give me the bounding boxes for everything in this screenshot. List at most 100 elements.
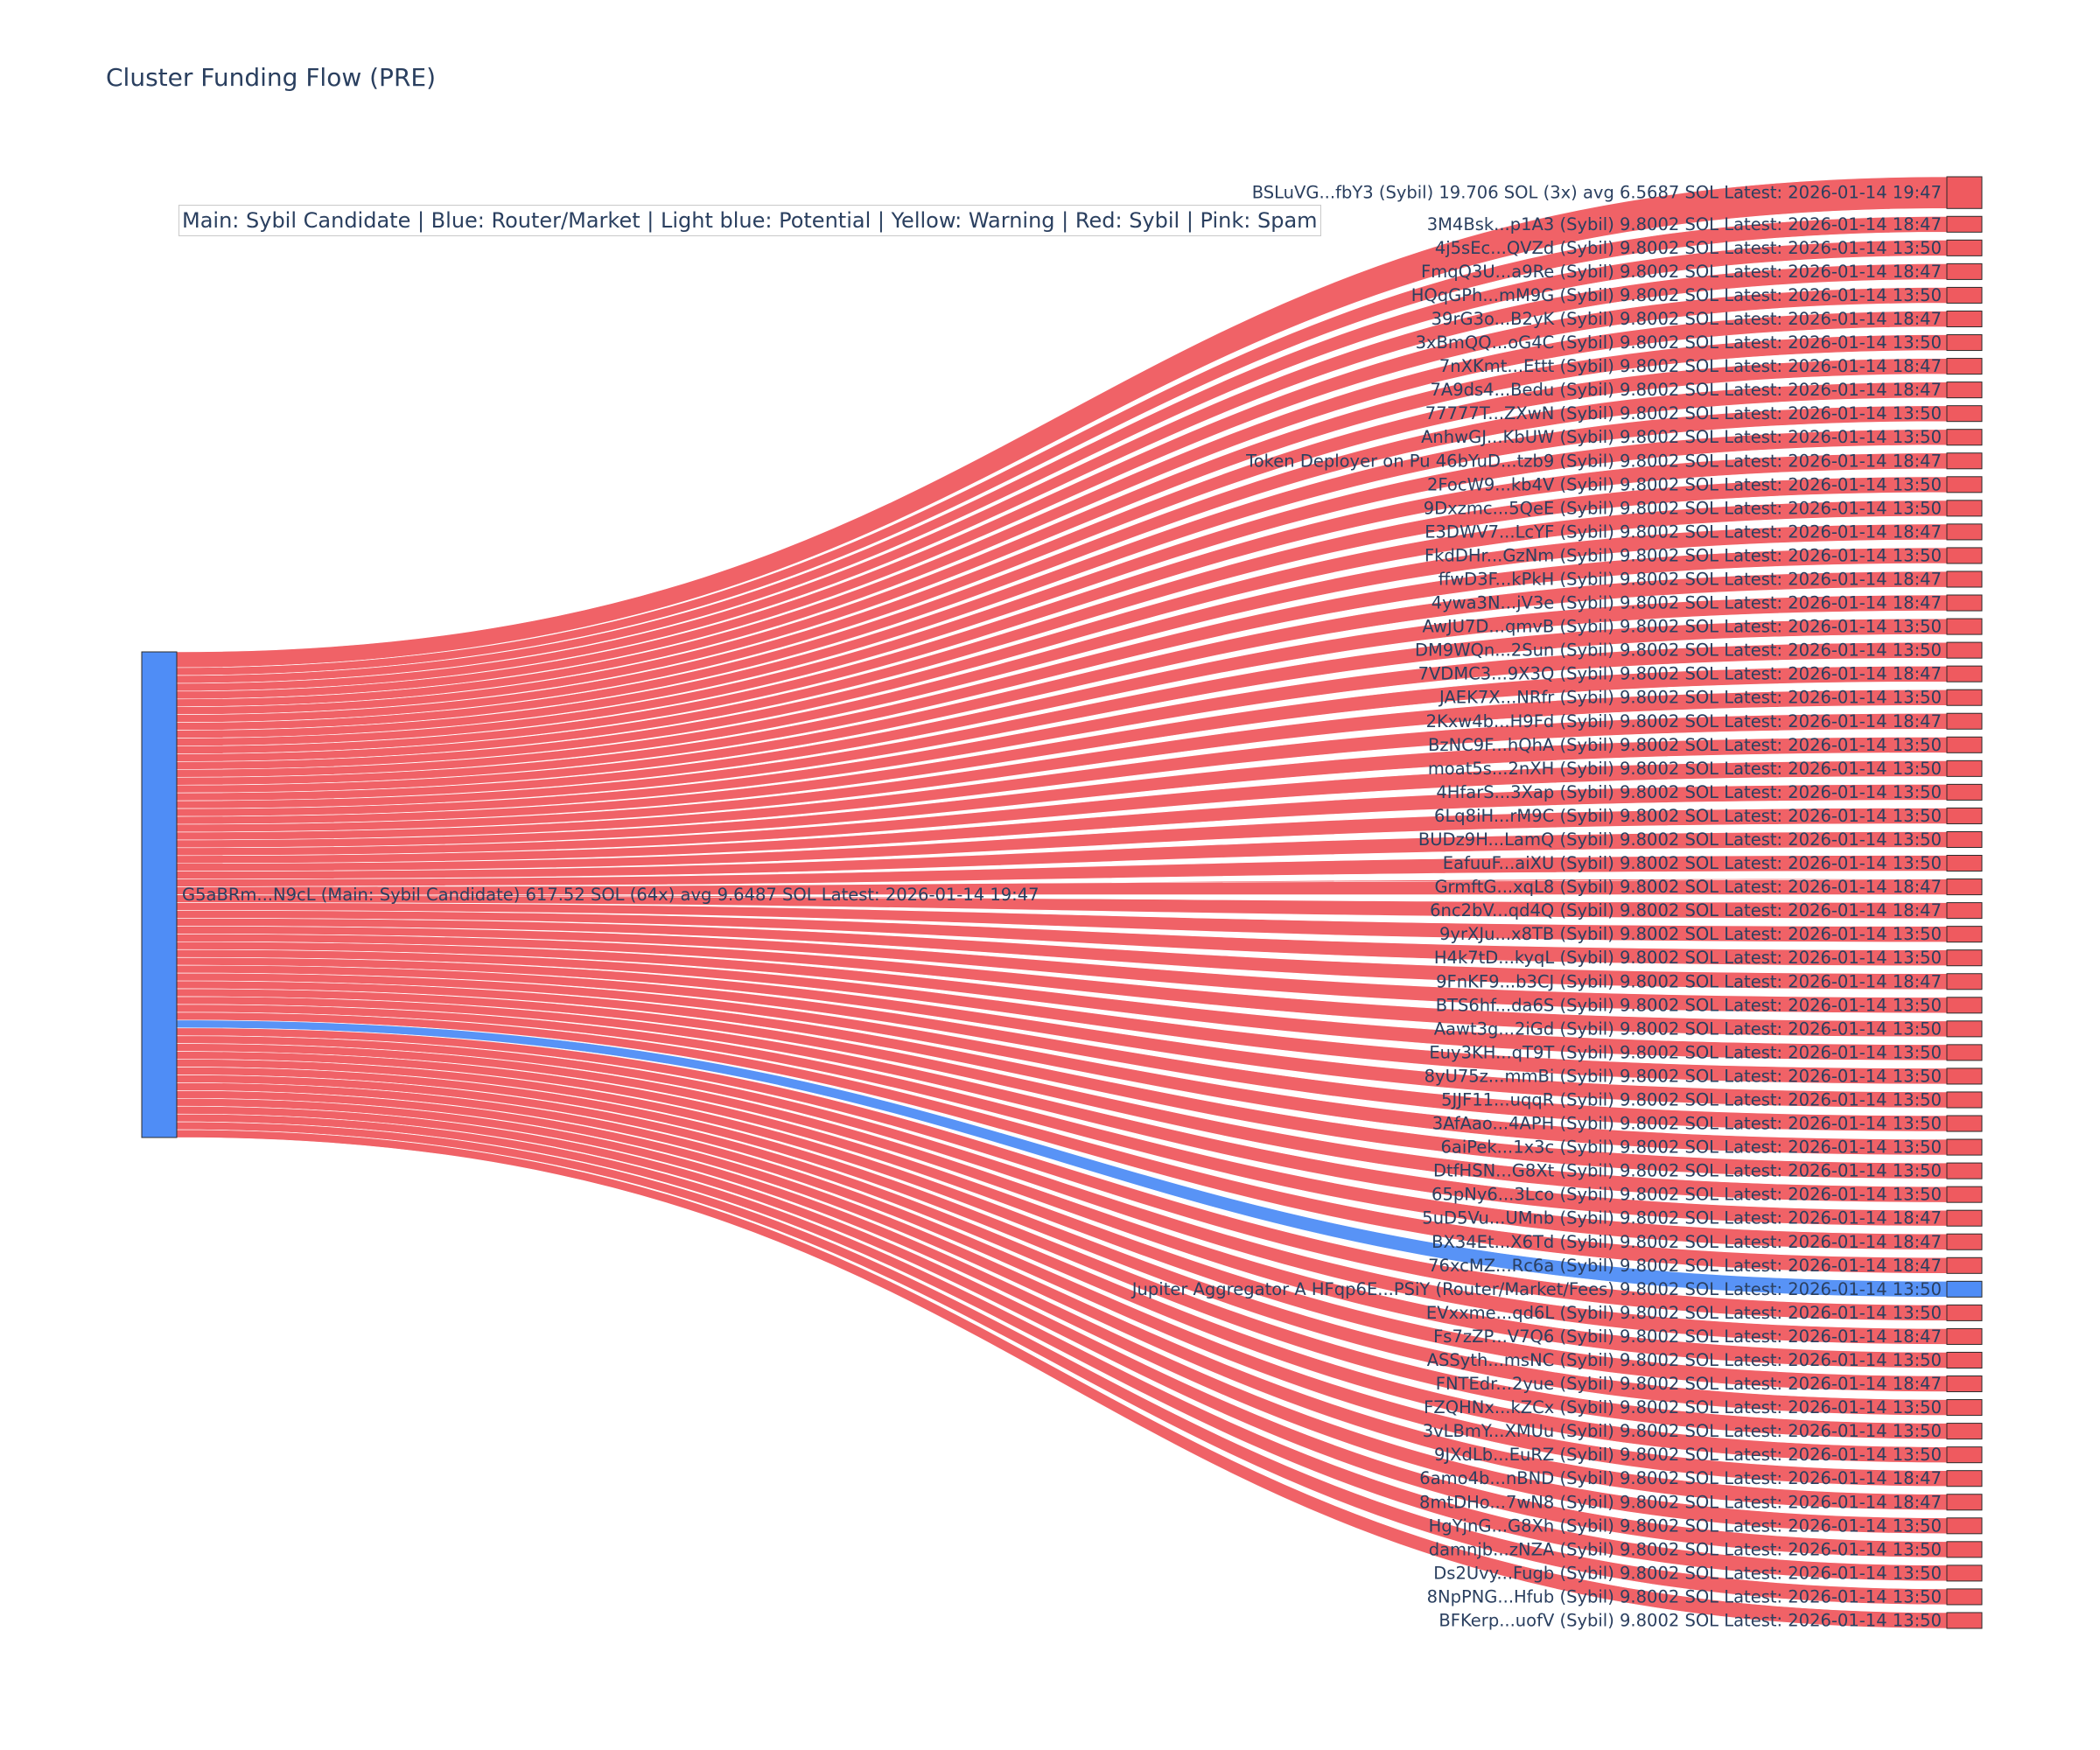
chart-title: Cluster Funding Flow (PRE) (106, 63, 437, 92)
flow-link (176, 1051, 1948, 1392)
target-node (1946, 1256, 1983, 1274)
target-node (1946, 1376, 1983, 1393)
target-node-label: 6amo4b...nBND (Sybil) 9.8002 SOL Latest:… (1419, 1468, 1942, 1488)
target-node-label: 3xBmQQ...oG4C (Sybil) 9.8002 SOL Latest:… (1416, 332, 1942, 353)
target-node-label: FZQHNx...kZCx (Sybil) 9.8002 SOL Latest:… (1424, 1397, 1942, 1418)
target-node (1946, 1446, 1983, 1464)
target-node-label: 9Dxzmc...5QeE (Sybil) 9.8002 SOL Latest:… (1424, 498, 1942, 518)
target-node (1946, 358, 1983, 375)
target-node (1946, 1564, 1983, 1582)
target-node-label: BzNC9F...hQhA (Sybil) 9.8002 SOL Latest:… (1428, 735, 1942, 755)
target-node (1946, 523, 1983, 541)
target-node-label: 5JJF11...uqqR (Sybil) 9.8002 SOL Latest:… (1441, 1089, 1942, 1110)
target-node-label: FmqQ3U...a9Re (Sybil) 9.8002 SOL Latest:… (1421, 262, 1942, 282)
target-node-label: 6nc2bV...qd4Q (Sybil) 9.8002 SOL Latest:… (1430, 900, 1942, 920)
target-node-label: moat5s...2nXH (Sybil) 9.8002 SOL Latest:… (1428, 759, 1942, 779)
target-node-label: Aawt3g...2iGd (Sybil) 9.8002 SOL Latest:… (1434, 1018, 1942, 1039)
target-node (1946, 334, 1983, 352)
target-node-label: E3DWV7...LcYF (Sybil) 9.8002 SOL Latest:… (1424, 522, 1942, 542)
target-node-label: 65pNy6...3Lco (Sybil) 9.8002 SOL Latest:… (1432, 1185, 1942, 1205)
target-node (1946, 926, 1983, 943)
target-node (1946, 736, 1983, 753)
target-node (1946, 1020, 1983, 1038)
target-node (1946, 1494, 1983, 1511)
target-node (1946, 1399, 1983, 1417)
target-node (1946, 452, 1983, 470)
target-node-label: 9yrXJu...x8TB (Sybil) 9.8002 SOL Latest:… (1439, 924, 1942, 944)
target-node-label: JAEK7X...NRfr (Sybil) 9.8002 SOL Latest:… (1438, 688, 1942, 708)
target-node (1946, 1138, 1983, 1156)
target-node (1946, 476, 1983, 494)
target-node (1946, 1612, 1983, 1629)
target-node (1946, 997, 1983, 1014)
target-node-label: BFKerp...uofV (Sybil) 9.8002 SOL Latest:… (1438, 1610, 1942, 1630)
target-node (1946, 286, 1983, 304)
target-node (1946, 689, 1983, 706)
target-node (1946, 783, 1983, 801)
target-node (1946, 239, 1983, 256)
target-node (1946, 1517, 1983, 1535)
target-node-label: 7VDMC3...9X3Q (Sybil) 9.8002 SOL Latest:… (1418, 664, 1942, 684)
target-node (1946, 500, 1983, 517)
target-node (1946, 902, 1983, 920)
target-node-label: 9JXdLb...EuRZ (Sybil) 9.8002 SOL Latest:… (1434, 1445, 1942, 1465)
target-node-label: FNTEdr...2yue (Sybil) 9.8002 SOL Latest:… (1436, 1374, 1942, 1394)
target-node (1946, 547, 1983, 564)
target-node-label: 8yU75z...mmBi (Sybil) 9.8002 SOL Latest:… (1424, 1066, 1942, 1086)
target-node-label: 9FnKF9...b3CJ (Sybil) 9.8002 SOL Latest:… (1436, 971, 1942, 991)
target-node (1946, 1423, 1983, 1440)
target-node-label: EVxxme...qd6L (Sybil) 9.8002 SOL Latest:… (1426, 1303, 1942, 1323)
source-node-label: G5aBRm...N9cL (Main: Sybil Candidate) 61… (182, 885, 1040, 905)
target-node-label: BX34Et...X6Td (Sybil) 9.8002 SOL Latest:… (1432, 1232, 1942, 1252)
target-node-label: Euy3KH...qT9T (Sybil) 9.8002 SOL Latest:… (1429, 1042, 1942, 1062)
target-node (1946, 949, 1983, 967)
target-node (1946, 405, 1983, 423)
target-node (1946, 641, 1983, 659)
target-node-label: Token Deployer on Pu 46bYuD...tzb9 (Sybi… (1245, 451, 1942, 471)
target-node-label: H4k7tD...kyqL (Sybil) 9.8002 SOL Latest:… (1434, 948, 1942, 968)
target-node (1946, 855, 1983, 872)
target-node-label: 3AfAao...4APH (Sybil) 9.8002 SOL Latest:… (1432, 1114, 1942, 1134)
target-node-label: HQqGPh...mM9G (Sybil) 9.8002 SOL Latest:… (1411, 285, 1942, 305)
target-node-label: 4j5sEc...QVZd (Sybil) 9.8002 SOL Latest:… (1435, 238, 1942, 258)
target-node (1946, 830, 1983, 849)
target-node (1946, 1304, 1983, 1321)
target-node-label: 7nXKmt...Ettt (Sybil) 9.8002 SOL Latest:… (1439, 356, 1942, 376)
target-node-label: Fs7zZP...V7Q6 (Sybil) 9.8002 SOL Latest:… (1433, 1326, 1942, 1347)
target-node (1946, 1470, 1983, 1488)
target-node (1946, 382, 1983, 399)
target-node-label: AnhwGJ...KbUW (Sybil) 9.8002 SOL Latest:… (1421, 427, 1942, 447)
target-node (1946, 1588, 1983, 1606)
target-node-label: 5uD5Vu...UMnb (Sybil) 9.8002 SOL Latest:… (1422, 1208, 1942, 1228)
target-node-label: BUDz9H...LamQ (Sybil) 9.8002 SOL Latest:… (1418, 830, 1942, 850)
target-node-label: 3M4Bsk...p1A3 (Sybil) 9.8002 SOL Latest:… (1427, 214, 1942, 234)
source-node (141, 651, 178, 1138)
target-node (1946, 1186, 1983, 1203)
legend-annotation: Main: Sybil Candidate | Blue: Router/Mar… (178, 205, 1321, 236)
target-node (1946, 973, 1983, 990)
target-node-label: 2FocW9...kb4V (Sybil) 9.8002 SOL Latest:… (1427, 474, 1942, 494)
target-node (1946, 618, 1983, 635)
target-node-label: BSLuVG...fbY3 (Sybil) 19.706 SOL (3x) av… (1252, 183, 1942, 203)
target-node (1946, 807, 1983, 824)
target-node (1946, 1115, 1983, 1132)
target-node-label: ffwD3F...kPkH (Sybil) 9.8002 SOL Latest:… (1438, 569, 1942, 589)
target-node (1946, 1068, 1983, 1085)
target-node (1946, 262, 1983, 280)
target-node-label: GrmftG...xqL8 (Sybil) 9.8002 SOL Latest:… (1434, 877, 1942, 897)
target-node (1946, 712, 1983, 730)
target-node (1946, 665, 1983, 682)
target-node-label: 39rG3o...B2yK (Sybil) 9.8002 SOL Latest:… (1432, 309, 1942, 329)
target-node-label: 77777T...ZXwN (Sybil) 9.8002 SOL Latest:… (1425, 403, 1942, 424)
target-node-label: 6aiPek...1x3c (Sybil) 9.8002 SOL Latest:… (1440, 1138, 1942, 1158)
target-node-label: 7A9ds4...Bedu (Sybil) 9.8002 SOL Latest:… (1430, 380, 1942, 400)
target-node-label: AwJU7D...qmvB (Sybil) 9.8002 SOL Latest:… (1422, 617, 1942, 637)
target-node (1946, 878, 1983, 896)
target-node (1946, 176, 1983, 209)
target-node-label: 4ywa3N...jV3e (Sybil) 9.8002 SOL Latest:… (1432, 593, 1942, 613)
target-node (1946, 215, 1983, 233)
target-node (1946, 1162, 1983, 1180)
target-node (1946, 1541, 1983, 1558)
target-node (1946, 1351, 1983, 1369)
